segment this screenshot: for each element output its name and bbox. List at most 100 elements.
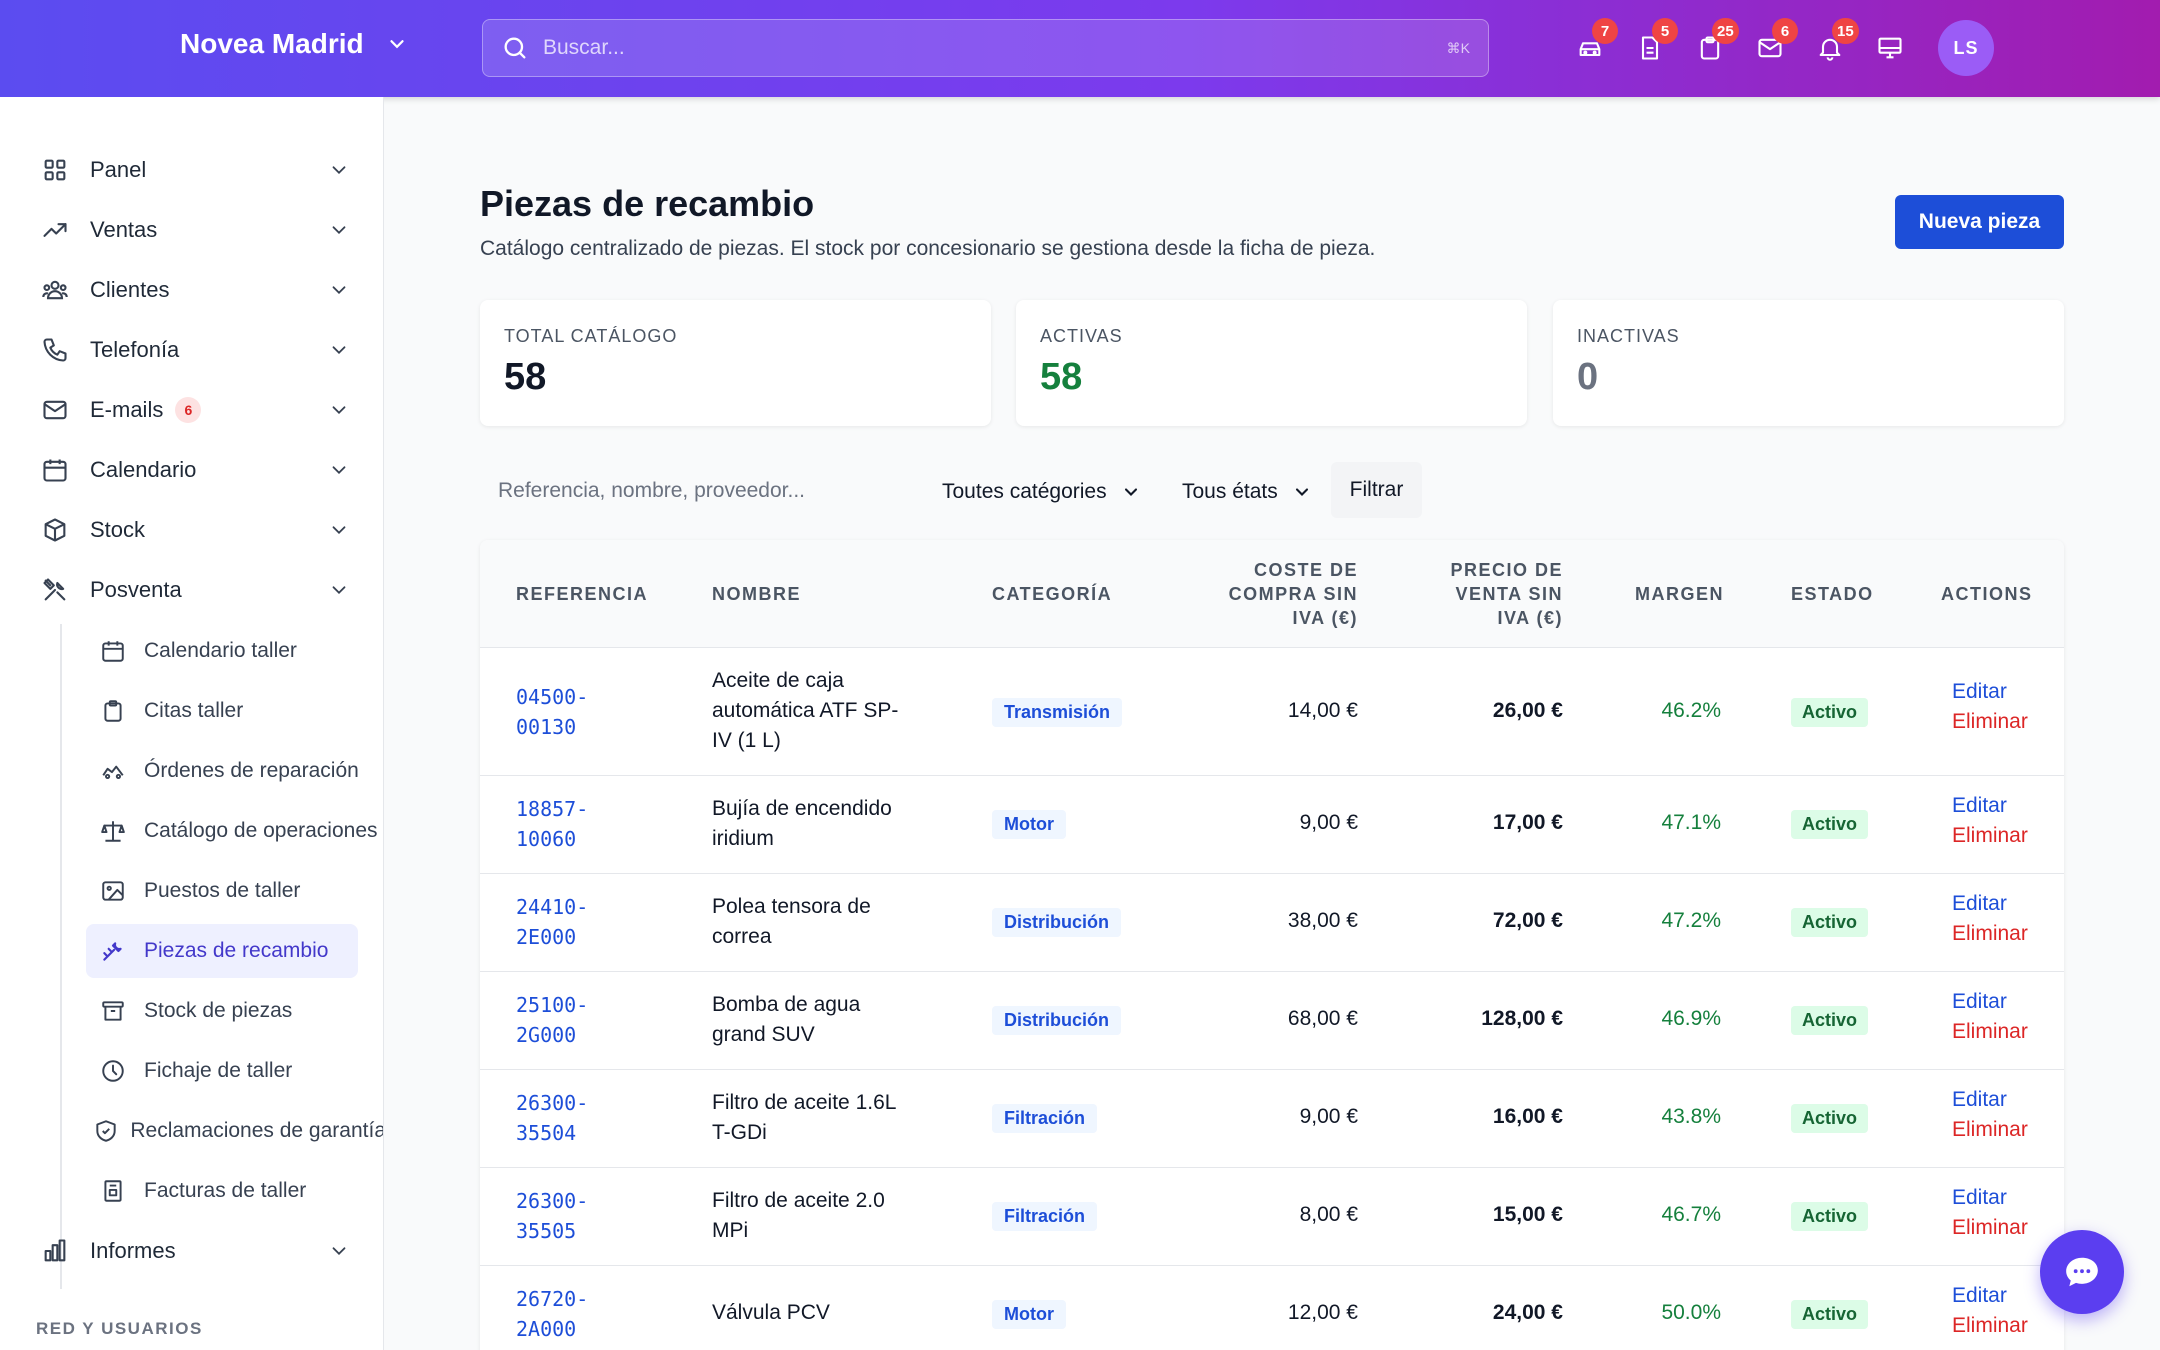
sidebar-item-emails[interactable]: E-mails 6 (40, 386, 350, 434)
edit-link[interactable]: Editar (1952, 1284, 2007, 1307)
sidebar-subitem-label: Facturas de taller (144, 1179, 307, 1202)
category-select[interactable]: Toutes catégories (942, 470, 1141, 514)
cost-value: 68,00 € (1287, 1007, 1358, 1030)
edit-link[interactable]: Editar (1952, 990, 2007, 1013)
cost-value: 9,00 € (1299, 811, 1358, 834)
sidebar-item-clientes[interactable]: Clientes (40, 266, 350, 314)
sidebar-item-label: Panel (90, 157, 147, 182)
parts-search-input[interactable] (480, 465, 900, 517)
chat-button[interactable] (2040, 1230, 2124, 1314)
cost-value: 8,00 € (1299, 1203, 1358, 1226)
part-reference-link[interactable]: 04500- 00130 (516, 685, 589, 739)
new-part-button[interactable]: Nueva pieza (1895, 195, 2064, 249)
edit-link[interactable]: Editar (1952, 794, 2007, 817)
chevron-down-icon (332, 586, 346, 595)
state-select[interactable]: Tous états (1182, 470, 1312, 514)
sidebar-subitem-calendario-taller[interactable]: Calendario taller (86, 624, 383, 678)
delete-link[interactable]: Eliminar (1952, 1118, 2028, 1141)
table-row: 04500- 00130 Aceite de caja automática ATF… (480, 648, 2064, 776)
sidebar-subitem-puestos[interactable]: Puestos de taller (86, 864, 383, 918)
mail-icon (43, 400, 67, 420)
part-reference-link[interactable]: 26720- 2A000 (516, 1287, 589, 1341)
delete-link[interactable]: Eliminar (1952, 1020, 2028, 1043)
part-reference-link[interactable]: 18857- 10060 (516, 797, 589, 851)
notification-badge: 25 (1712, 18, 1739, 44)
global-search[interactable]: ⌘K (482, 19, 1489, 77)
sidebar-subitem-label: Calendario taller (144, 639, 297, 662)
price-value: 26,00 € (1492, 699, 1563, 722)
delete-link[interactable]: Eliminar (1952, 824, 2028, 847)
document-icon-button[interactable]: 5 (1620, 18, 1680, 78)
delete-link[interactable]: Eliminar (1952, 1216, 2028, 1239)
sidebar-item-panel[interactable]: Panel (40, 146, 350, 194)
invoice-icon (104, 1180, 122, 1202)
cost-value: 38,00 € (1287, 909, 1358, 932)
notification-badge: 7 (1592, 18, 1618, 44)
sidebar-item-stock[interactable]: Stock (40, 506, 350, 554)
sidebar-subitem-catalogo-operaciones[interactable]: Catálogo de operaciones (86, 804, 383, 858)
sidebar-subitem-reclamaciones[interactable]: Reclamaciones de garantía (86, 1104, 383, 1158)
column-header-estado[interactable]: ESTADO (1791, 584, 1874, 604)
phone-icon (43, 338, 67, 362)
section-label-red-usuarios: RED Y USUARIOS (36, 1319, 203, 1338)
cost-value: 14,00 € (1287, 699, 1358, 722)
sidebar-item-telefonia[interactable]: Telefonía (40, 326, 350, 374)
column-header-referencia[interactable]: REFERENCIA (516, 584, 649, 604)
clipboard-icon-button[interactable]: 25 (1680, 18, 1740, 78)
edit-link[interactable]: Editar (1952, 680, 2007, 703)
wrench-icon (103, 942, 122, 961)
sidebar-item-calendario[interactable]: Calendario (40, 446, 350, 494)
column-header-precio[interactable]: PRECIO DE VENTA SIN IVA (€) (1450, 560, 1563, 628)
delete-link[interactable]: Eliminar (1952, 710, 2028, 733)
sidebar-subitem-fichaje[interactable]: Fichaje de taller (86, 1044, 383, 1098)
sidebar-subitem-facturas[interactable]: Facturas de taller (86, 1164, 383, 1218)
margin-value: 47.1% (1661, 811, 1721, 834)
category-badge: Distribución (992, 908, 1122, 937)
edit-link[interactable]: Editar (1952, 892, 2007, 915)
emails-count-badge: 6 (175, 397, 202, 423)
delete-link[interactable]: Eliminar (1952, 922, 2028, 945)
dealership-selector[interactable]: Novea Madrid (180, 28, 408, 60)
trend-icon (43, 223, 67, 237)
sidebar-subitem-ordenes[interactable]: Órdenes de reparación (86, 744, 383, 798)
sidebar-item-informes[interactable]: Informes (40, 1227, 350, 1275)
chart-icon (44, 1239, 66, 1262)
category-badge: Filtración (992, 1104, 1098, 1133)
edit-link[interactable]: Editar (1952, 1186, 2007, 1209)
sidebar-item-label: Stock (90, 517, 146, 542)
category-badge: Distribución (992, 1006, 1122, 1035)
edit-link[interactable]: Editar (1952, 1088, 2007, 1111)
table-row: 26300- 35505 Filtro de aceite 2.0 MPi Filt… (480, 1168, 2064, 1266)
user-avatar[interactable]: LS (1938, 20, 1994, 76)
clock-icon (102, 1060, 124, 1082)
part-reference-link[interactable]: 26300- 35504 (516, 1091, 589, 1145)
bell-icon-button[interactable]: 15 (1800, 18, 1860, 78)
price-value: 17,00 € (1492, 811, 1563, 834)
filter-button[interactable]: Filtrar (1331, 462, 1422, 518)
column-header-margen[interactable]: MARGEN (1635, 584, 1724, 604)
sidebar-item-ventas[interactable]: Ventas (40, 206, 350, 254)
search-input[interactable] (543, 36, 1447, 60)
chevron-down-icon (389, 40, 404, 49)
stat-value: 58 (504, 356, 547, 398)
price-value: 72,00 € (1492, 909, 1563, 932)
grid-icon (44, 159, 66, 181)
monitor-icon-button[interactable] (1860, 18, 1920, 78)
sidebar-subitem-citas-taller[interactable]: Citas taller (86, 684, 383, 738)
column-header-categoria[interactable]: CATEGORÍA (992, 584, 1113, 604)
mail-icon-button[interactable]: 6 (1740, 18, 1800, 78)
stat-value: 0 (1577, 356, 1599, 398)
sidebar-subitem-piezas-recambio[interactable]: Piezas de recambio (86, 924, 358, 978)
column-header-coste[interactable]: COSTE DE COMPRA SIN IVA (€) (1228, 560, 1358, 628)
sidebar-item-posventa[interactable]: Posventa (40, 566, 350, 614)
car-icon-button[interactable]: 7 (1560, 18, 1620, 78)
sidebar-item-label: Calendario (90, 457, 197, 482)
part-reference-link[interactable]: 25100- 2G000 (516, 993, 589, 1047)
table-row: 18857- 10060 Bujía de encendido iridium Mo… (480, 776, 2064, 874)
sidebar-subitem-stock-piezas[interactable]: Stock de piezas (86, 984, 383, 1038)
delete-link[interactable]: Eliminar (1952, 1314, 2028, 1337)
part-reference-link[interactable]: 24410- 2E000 (516, 895, 589, 949)
part-reference-link[interactable]: 26300- 35505 (516, 1189, 589, 1243)
column-header-nombre[interactable]: NOMBRE (712, 584, 801, 604)
margin-value: 47.2% (1661, 909, 1721, 932)
